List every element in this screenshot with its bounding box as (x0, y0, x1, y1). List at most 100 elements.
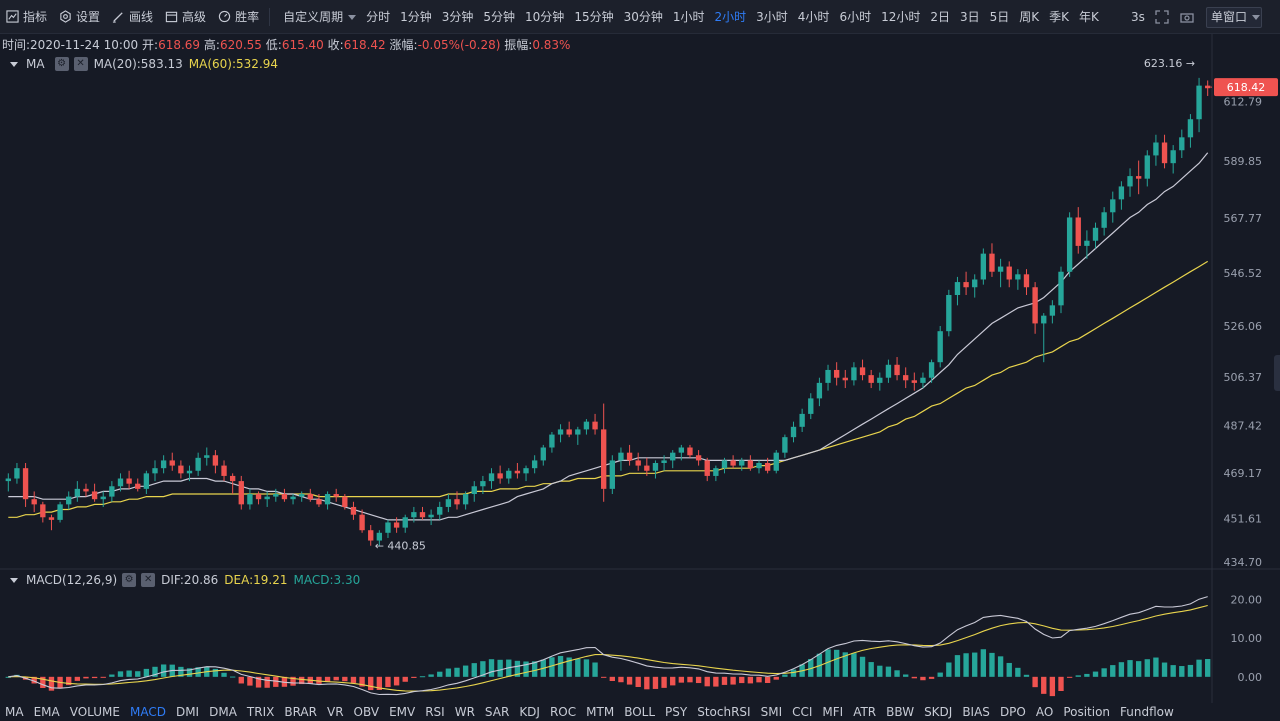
candle-body (342, 496, 348, 507)
indicator-tab[interactable]: MACD (129, 705, 166, 719)
collapse-chevron-icon[interactable] (10, 577, 18, 583)
period-tab[interactable]: 6小时 (839, 9, 872, 24)
indicator-tab[interactable]: DMI (175, 705, 200, 719)
ma-settings-icon[interactable]: ⚙ (54, 57, 69, 71)
period-tab[interactable]: 2日 (930, 9, 950, 24)
side-panel-handle[interactable] (1274, 355, 1280, 391)
indicator-tab[interactable]: ROC (549, 705, 577, 719)
kline-chart[interactable]: 612.79 589.85 567.77 546.52 526.06 506.37 487.… (0, 0, 1280, 703)
indicator-tab[interactable]: KDJ (519, 705, 540, 719)
period-tab[interactable]: 10分钟 (525, 9, 565, 24)
macd-close-icon[interactable]: ✕ (141, 573, 156, 587)
settings-tool[interactable]: 设置 (53, 0, 106, 34)
indicator-tab[interactable]: BBW (886, 705, 915, 719)
indicator-tab[interactable]: BRAR (284, 705, 317, 719)
pen-icon (112, 12, 123, 23)
macd-histogram-bar (1170, 665, 1176, 677)
indicator-tab[interactable]: VOLUME (69, 705, 120, 719)
period-tab[interactable]: 1分钟 (400, 9, 432, 24)
window-mode-label: 单窗口 (1211, 10, 1248, 24)
period-tab[interactable]: 周K (1019, 9, 1040, 24)
indicator-tab[interactable]: SAR (484, 705, 510, 719)
candle-body (178, 465, 184, 474)
indicator-tab[interactable]: Position (1063, 705, 1111, 719)
candle-body (618, 452, 624, 461)
camera-icon[interactable] (1180, 10, 1194, 24)
period-tab[interactable]: 5分钟 (483, 9, 516, 24)
period-tab[interactable]: 1小时 (672, 9, 705, 24)
indicator-tab[interactable]: AO (1035, 705, 1054, 719)
price-tick-label: 567.77 (1224, 212, 1263, 225)
indicator-tab[interactable]: BIAS (962, 705, 990, 719)
candle-body (687, 447, 693, 456)
change-label: 涨幅: (389, 38, 418, 52)
candle-body (557, 429, 564, 435)
period-tab[interactable]: 4小时 (797, 9, 830, 24)
candle-body (514, 470, 521, 474)
candle-body (212, 455, 219, 466)
period-tab[interactable]: 分时 (366, 9, 391, 24)
indicator-tab[interactable]: TRIX (246, 705, 275, 719)
period-tab[interactable]: 12小时 (881, 9, 921, 24)
macd-histogram-bar (1101, 668, 1107, 677)
indicator-tab[interactable]: StochRSI (697, 705, 751, 719)
indicator-tab[interactable]: WR (454, 705, 475, 719)
period-tab[interactable]: 30分钟 (623, 9, 663, 24)
draw-tool[interactable]: 画线 (106, 0, 159, 34)
period-tab[interactable]: 5日 (989, 9, 1010, 24)
indicator-tab[interactable]: DPO (999, 705, 1026, 719)
candle-body (83, 488, 89, 492)
settings-tool-label: 设置 (76, 10, 101, 24)
chevron-down-icon (1252, 15, 1261, 20)
gauge-icon (218, 10, 231, 23)
candle-body (1127, 176, 1133, 187)
indicator-tab[interactable]: BOLL (624, 705, 656, 719)
macd-histogram-bar (497, 659, 503, 677)
indicator-tab[interactable]: DMA (209, 705, 237, 719)
period-tab[interactable]: 季K (1049, 9, 1070, 24)
dea-line (8, 604, 1208, 692)
macd-histogram-bar (549, 657, 555, 677)
period-tab[interactable]: 3小时 (756, 9, 788, 24)
toolbar: 指标 设置 画线 高级 胜率 自定义周期 分时 1分钟 3分钟 5分钟 10分钟 15分钟… (0, 0, 1280, 34)
window-mode-dropdown[interactable]: 单窗口 (1206, 7, 1262, 28)
collapse-chevron-icon[interactable] (10, 61, 18, 67)
candle-body (1092, 227, 1099, 241)
indicator-tab[interactable]: OBV (353, 705, 380, 719)
indicator-tab[interactable]: PSY (665, 705, 688, 719)
macd-histogram-bar (1023, 674, 1030, 677)
indicator-tab[interactable]: MFI (822, 705, 844, 719)
period-tab[interactable]: 年K (1079, 9, 1099, 24)
advanced-tool[interactable]: 高级 (159, 0, 212, 34)
indicator-tab[interactable]: VR (326, 705, 344, 719)
indicator-tab[interactable]: MTM (586, 705, 615, 719)
indicator-tab[interactable]: SKDJ (924, 705, 953, 719)
macd-histogram-bar (1066, 676, 1073, 678)
macd-histogram-bar (368, 676, 374, 691)
indicator-tab[interactable]: RSI (425, 705, 445, 719)
indicator-tool[interactable]: 指标 (0, 0, 53, 34)
period-tab[interactable]: 3分钟 (441, 9, 474, 24)
macd-histogram-bar (1118, 662, 1125, 677)
indicator-tab[interactable]: CCI (792, 705, 813, 719)
winrate-tool[interactable]: 胜率 (212, 0, 265, 34)
custom-period-dropdown[interactable]: 自定义周期 (278, 0, 361, 34)
candle-body (928, 362, 935, 378)
candle-body (22, 468, 29, 500)
indicator-tab[interactable]: MA (5, 705, 24, 719)
indicator-tab[interactable]: Fundflow (1120, 705, 1174, 719)
ma-close-icon[interactable]: ✕ (73, 57, 88, 71)
period-tab[interactable]: 15分钟 (574, 9, 614, 24)
macd-settings-icon[interactable]: ⚙ (122, 573, 137, 587)
refresh-interval[interactable]: 3s (1131, 10, 1145, 24)
period-tab[interactable]: 2小时 (714, 9, 747, 24)
candle-body (428, 514, 434, 518)
candle-body (1058, 271, 1064, 306)
fullscreen-icon[interactable] (1155, 10, 1169, 24)
macd-histogram-bar (575, 658, 581, 677)
indicator-tab[interactable]: EMV (389, 705, 416, 719)
period-tab[interactable]: 3日 (960, 9, 980, 24)
indicator-tab[interactable]: ATR (853, 705, 877, 719)
indicator-tab[interactable]: EMA (33, 705, 60, 719)
indicator-tab[interactable]: SMI (760, 705, 783, 719)
